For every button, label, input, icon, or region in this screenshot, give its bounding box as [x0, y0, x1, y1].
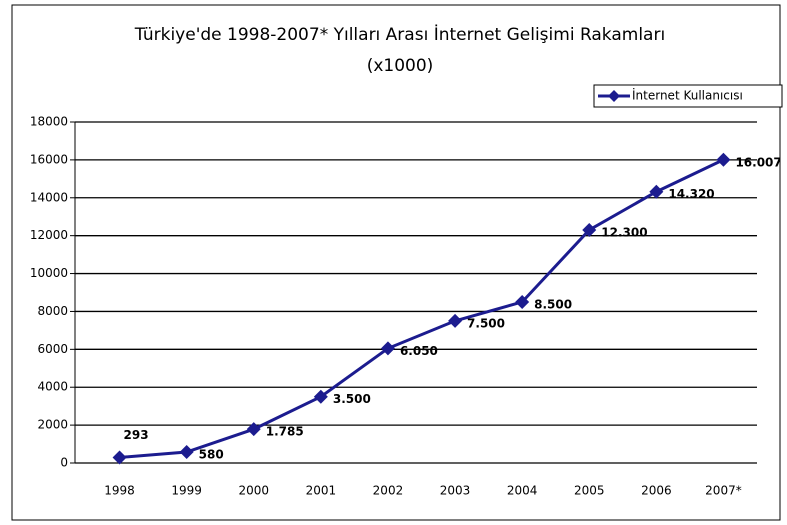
- chart-subtitle: (x1000): [367, 56, 434, 76]
- marker: [313, 389, 328, 404]
- chart-frame: [11, 4, 781, 521]
- marker: [649, 184, 664, 199]
- legend-box: [593, 84, 783, 108]
- y-tick-label: 12000: [30, 228, 68, 242]
- series-line: [119, 158, 725, 459]
- x-tick-label: 2001: [306, 484, 337, 498]
- chart-title: Türkiye'de 1998-2007* Yılları Arası İnte…: [134, 24, 665, 45]
- y-tick-label: 18000: [30, 115, 68, 129]
- data-label: 8.500: [534, 297, 572, 311]
- marker: [380, 341, 395, 356]
- x-tick-label: 1999: [171, 484, 202, 498]
- y-tick-label: 2000: [37, 418, 68, 432]
- y-tick-label: 14000: [30, 190, 68, 204]
- x-tick-label: 2000: [238, 484, 269, 498]
- data-label: 16.007: [735, 155, 781, 169]
- y-tick-label: 6000: [37, 342, 68, 356]
- data-label: 12.300: [601, 225, 647, 239]
- marker: [582, 222, 597, 237]
- data-label: 7.500: [467, 316, 505, 330]
- legend-marker: [608, 90, 620, 102]
- x-tick-label: 2006: [641, 484, 672, 498]
- marker: [716, 152, 731, 167]
- y-tick-label: 10000: [30, 266, 68, 280]
- data-label: 580: [199, 448, 224, 462]
- value-labels: 293 580 1.785 3.500 6.050 7.500 8.500 12.300 14.…: [124, 155, 781, 462]
- legend-label: İnternet Kullanıcısı: [632, 88, 743, 103]
- y-tick-label: 8000: [37, 304, 68, 318]
- x-tick-label: 2003: [440, 484, 471, 498]
- data-label: 14.320: [668, 187, 714, 201]
- x-tick-label: 2002: [373, 484, 404, 498]
- marker: [515, 294, 530, 309]
- x-tick-label: 2007*: [705, 484, 742, 498]
- marker: [179, 445, 194, 460]
- legend: İnternet Kullanıcısı: [593, 84, 783, 108]
- x-tick-label: 2004: [507, 484, 538, 498]
- marker: [246, 422, 261, 437]
- y-tick-label: 16000: [30, 152, 68, 166]
- data-label: 6.050: [400, 344, 438, 358]
- x-tick-label: 2005: [574, 484, 605, 498]
- data-label: 3.500: [333, 392, 371, 406]
- y-tick-label: 0: [60, 456, 68, 470]
- marker: [448, 313, 463, 328]
- y-tick-label: 4000: [37, 380, 68, 394]
- data-label: 1.785: [266, 425, 304, 439]
- x-tick-label: 1998: [104, 484, 135, 498]
- marker: [112, 450, 127, 465]
- data-label: 293: [124, 428, 149, 442]
